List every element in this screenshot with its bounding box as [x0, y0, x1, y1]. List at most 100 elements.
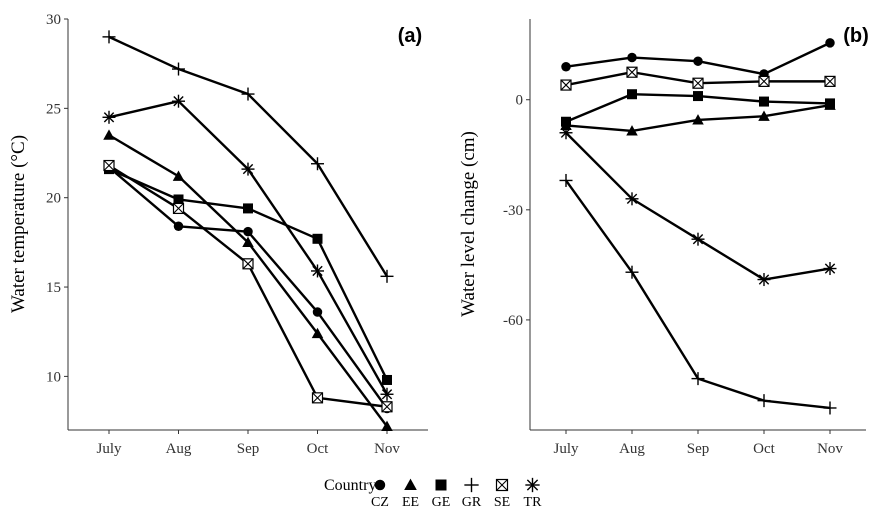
data-point-se — [692, 77, 704, 89]
panel-a-plot-background — [68, 19, 428, 430]
legend-marker — [404, 478, 417, 491]
data-point-ee — [103, 129, 115, 140]
legend-item-ee: EE — [402, 478, 419, 509]
legend-label: GE — [432, 495, 451, 509]
data-point-tr — [823, 262, 837, 276]
panel-a-y-ticks: 10 15 20 25 30 — [46, 12, 68, 385]
data-point-tr — [311, 264, 324, 278]
x-tick-label: July — [96, 441, 122, 457]
y-tick-label: 20 — [46, 191, 61, 207]
data-point-gr — [102, 30, 116, 44]
panel-a-series — [102, 30, 394, 432]
data-point-gr — [757, 394, 771, 408]
data-point-ge — [561, 116, 571, 127]
data-point-ee — [172, 170, 185, 181]
x-tick-label: Sep — [237, 441, 260, 457]
data-point-tr — [691, 232, 705, 246]
panel-a-label: (a) — [398, 25, 422, 47]
data-point-se — [103, 159, 115, 172]
legend-marker — [464, 477, 479, 493]
legend-title: Country — [324, 477, 376, 494]
panel-b-label: (b) — [843, 25, 869, 47]
data-point-gr — [241, 87, 255, 101]
x-tick-label: Oct — [753, 441, 775, 457]
data-point-ee — [311, 327, 324, 339]
legend-label: CZ — [371, 495, 389, 509]
y-tick-label: -30 — [503, 203, 523, 219]
data-point-tr — [380, 387, 394, 401]
panel-a: 10 15 20 25 30 July Aug Sep Oct Nov Water temper… — [8, 12, 428, 457]
data-point-cz — [693, 56, 703, 66]
series-gr — [559, 173, 837, 415]
panel-a-x-ticks: July Aug Sep Oct Nov — [96, 430, 400, 457]
data-point-se — [242, 258, 254, 270]
data-point-se — [758, 75, 770, 87]
panel-b-x-ticks: July Aug Sep Oct Nov — [553, 430, 843, 457]
legend-item-tr: TR — [524, 477, 543, 509]
panel-b: -60 -30 0 July Aug Sep Oct Nov Water level cha… — [458, 19, 869, 457]
data-point-ge — [243, 203, 253, 214]
data-point-ge — [825, 98, 835, 109]
data-point-gr — [172, 62, 185, 76]
y-tick-label: 0 — [516, 93, 524, 109]
data-point-cz — [243, 226, 253, 237]
y-tick-label: 10 — [46, 369, 61, 385]
x-tick-label: Sep — [687, 441, 710, 457]
series-ee — [103, 129, 393, 432]
data-point-tr — [241, 162, 255, 176]
series-tr — [559, 126, 837, 287]
data-point-ge — [693, 91, 703, 102]
series-gr — [102, 30, 394, 283]
legend-marker — [525, 477, 540, 493]
data-point-ee — [626, 125, 638, 136]
data-point-tr — [102, 110, 116, 124]
legend-item-se: SE — [494, 478, 510, 509]
x-tick-label: Aug — [166, 441, 192, 457]
x-tick-label: Nov — [374, 441, 400, 457]
data-point-se — [824, 75, 836, 87]
legend-marker — [495, 478, 509, 492]
legend-label: EE — [402, 495, 419, 509]
data-point-gr — [691, 372, 705, 386]
legend-label: GR — [462, 495, 482, 509]
x-tick-label: July — [553, 441, 579, 457]
legend-item-ge: GE — [432, 479, 451, 509]
series-cz — [561, 38, 835, 79]
legend-marker — [435, 479, 447, 491]
y-tick-label: -60 — [503, 313, 523, 329]
data-point-tr — [559, 126, 573, 140]
data-point-cz — [825, 38, 835, 48]
data-point-cz — [312, 307, 323, 317]
data-point-gr — [311, 157, 324, 171]
data-point-se — [560, 79, 572, 91]
legend-item-gr: GR — [462, 477, 482, 509]
legend-item-cz: CZ — [371, 479, 389, 509]
data-point-gr — [823, 401, 837, 415]
panel-b-series — [559, 38, 837, 415]
x-tick-label: Nov — [817, 441, 843, 457]
data-point-se — [311, 392, 324, 404]
data-point-ee — [381, 420, 393, 432]
data-point-cz — [173, 221, 184, 232]
legend-label: TR — [524, 495, 543, 509]
y-tick-label: 25 — [46, 101, 61, 117]
data-point-ee — [758, 110, 770, 121]
data-point-ee — [692, 114, 704, 125]
panel-b-y-ticks: -60 -30 0 — [503, 93, 530, 329]
panel-a-y-axis-title: Water temperature (°C) — [8, 135, 29, 313]
panel-b-y-axis-title: Water level change (cm) — [458, 131, 479, 317]
series-tr — [102, 94, 394, 401]
x-tick-label: Oct — [307, 441, 329, 457]
data-point-cz — [627, 52, 637, 63]
data-point-se — [626, 66, 638, 78]
data-point-ge — [627, 89, 637, 100]
series-se — [103, 159, 393, 413]
series-se — [560, 66, 836, 91]
data-point-gr — [380, 269, 394, 283]
data-point-se — [381, 401, 393, 413]
data-point-gr — [559, 173, 573, 187]
legend: Country CZ EE GE GR SE TR — [324, 477, 542, 509]
data-point-ee — [242, 236, 254, 247]
data-point-ge — [312, 233, 323, 244]
